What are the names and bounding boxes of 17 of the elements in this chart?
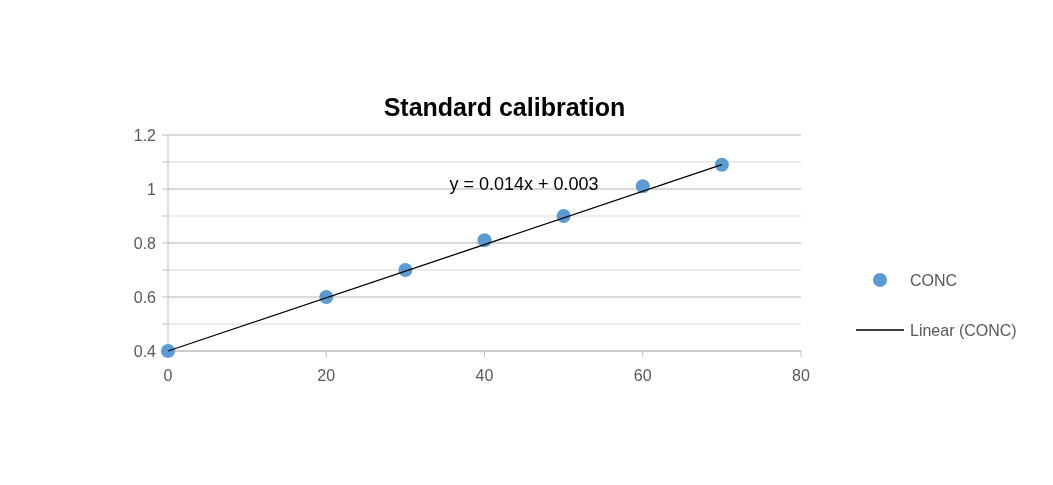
point	[161, 344, 175, 358]
y-tick-label: 0.8	[133, 234, 157, 252]
y-tick-label: 0.6	[133, 288, 157, 306]
x-tick-label: 80	[792, 367, 810, 384]
chart-title: Standard calibration	[383, 93, 626, 121]
x-tick-label: 0	[163, 367, 173, 384]
point	[714, 157, 729, 172]
x-tick-label: 20	[317, 367, 336, 384]
annotation: y = 0.014x + 0.003	[449, 173, 599, 194]
y-tick-label: 1.2	[133, 126, 157, 144]
point	[635, 179, 650, 194]
legend-label: Linear (CONC)	[910, 321, 1017, 339]
x-tick-label: 40	[475, 367, 494, 384]
y-tick-label: 1	[147, 180, 157, 198]
x-tick-label: 60	[633, 367, 652, 384]
legend-label: CONC	[910, 271, 958, 289]
y-tick-label: 0.4	[133, 342, 157, 360]
